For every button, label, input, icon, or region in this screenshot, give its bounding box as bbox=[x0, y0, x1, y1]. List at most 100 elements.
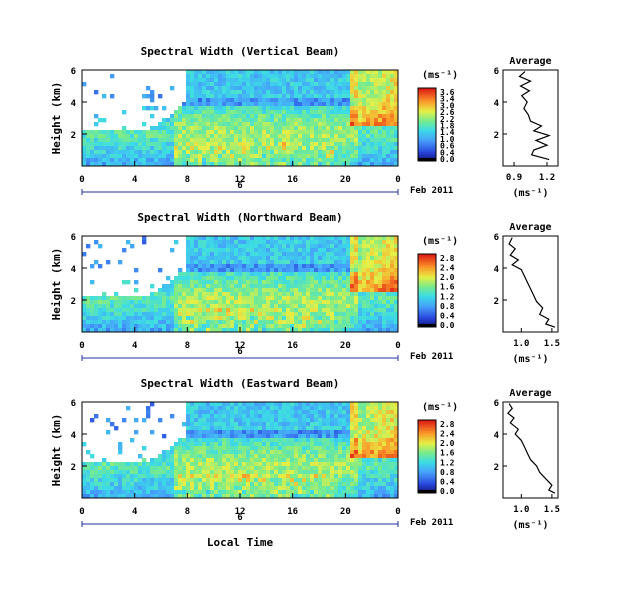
heatmap-cell bbox=[254, 240, 259, 245]
heatmap-cell bbox=[338, 422, 343, 427]
heatmap-cell bbox=[382, 418, 387, 423]
heatmap-cell bbox=[326, 244, 331, 249]
heatmap-cell bbox=[374, 146, 379, 151]
heatmap-cell bbox=[222, 304, 227, 309]
heatmap-cell bbox=[326, 94, 331, 99]
heatmap-cell bbox=[170, 86, 175, 91]
heatmap-cell bbox=[86, 494, 91, 499]
heatmap-cell bbox=[174, 324, 179, 329]
heatmap-cell bbox=[294, 288, 299, 293]
heatmap-cell bbox=[314, 422, 319, 427]
heatmap-cell bbox=[278, 162, 283, 167]
heatmap-cell bbox=[394, 78, 399, 83]
heatmap-cell bbox=[278, 118, 283, 123]
heatmap-cell bbox=[394, 162, 399, 167]
heatmap-cell bbox=[298, 276, 303, 281]
heatmap-cell bbox=[234, 102, 239, 107]
heatmap-cell bbox=[214, 272, 219, 277]
heatmap-cell bbox=[314, 114, 319, 119]
y-tick-label: 2 bbox=[71, 297, 76, 307]
heatmap-cell bbox=[294, 122, 299, 127]
heatmap-cell bbox=[386, 114, 391, 119]
heatmap-cell bbox=[374, 482, 379, 487]
heatmap-cell bbox=[258, 320, 263, 325]
heatmap-cell bbox=[390, 402, 395, 407]
colorbar-segment bbox=[418, 140, 436, 144]
heatmap-cell bbox=[266, 490, 271, 495]
heatmap-cell bbox=[206, 154, 211, 159]
heatmap-cell bbox=[266, 74, 271, 79]
heatmap-cell bbox=[282, 308, 287, 313]
heatmap-cell bbox=[302, 276, 307, 281]
colorbar-tick-label: 0.8 bbox=[440, 468, 455, 477]
heatmap-cell bbox=[298, 284, 303, 289]
heatmap-cell bbox=[314, 110, 319, 115]
heatmap-cell bbox=[302, 158, 307, 163]
heatmap-cell bbox=[386, 316, 391, 321]
heatmap-cell bbox=[226, 458, 231, 463]
heatmap-cell bbox=[362, 414, 367, 419]
heatmap-cell bbox=[334, 260, 339, 265]
heatmap-cell bbox=[362, 402, 367, 407]
heatmap-cell bbox=[378, 82, 383, 87]
colorbar-segment bbox=[418, 137, 436, 140]
heatmap-cell bbox=[198, 422, 203, 427]
heatmap-cell bbox=[358, 478, 363, 483]
heatmap-cell bbox=[354, 86, 359, 91]
heatmap-cell bbox=[370, 240, 375, 245]
heatmap-cell bbox=[310, 426, 315, 431]
heatmap-cell bbox=[310, 78, 315, 83]
heatmap-cell bbox=[234, 276, 239, 281]
heatmap-cell bbox=[374, 328, 379, 333]
heatmap-cell bbox=[274, 292, 279, 297]
heatmap-cell bbox=[230, 474, 235, 479]
heatmap-cell bbox=[158, 458, 163, 463]
heatmap-cell bbox=[354, 106, 359, 111]
heatmap-cell bbox=[342, 328, 347, 333]
heatmap-cell bbox=[250, 320, 255, 325]
heatmap-cell bbox=[274, 312, 279, 317]
heatmap-cell bbox=[322, 474, 327, 479]
heatmap-cell bbox=[246, 450, 251, 455]
heatmap-cell bbox=[374, 410, 379, 415]
heatmap-cell bbox=[138, 150, 143, 155]
heatmap-cell bbox=[342, 300, 347, 305]
heatmap-cell bbox=[322, 494, 327, 499]
heatmap-cell bbox=[142, 490, 147, 495]
heatmap-cell bbox=[342, 78, 347, 83]
heatmap-cell bbox=[210, 304, 215, 309]
heatmap-cell bbox=[266, 414, 271, 419]
heatmap-cell bbox=[302, 98, 307, 103]
heatmap-cell bbox=[330, 410, 335, 415]
heatmap-cell bbox=[386, 94, 391, 99]
heatmap-cell bbox=[350, 268, 355, 273]
heatmap-cell bbox=[202, 102, 207, 107]
heatmap-cell bbox=[102, 320, 107, 325]
heatmap-cell bbox=[110, 154, 115, 159]
heatmap-cell bbox=[214, 446, 219, 451]
heatmap-cell bbox=[334, 240, 339, 245]
heatmap-cell bbox=[346, 158, 351, 163]
heatmap-cell bbox=[182, 486, 187, 491]
heatmap-cell bbox=[282, 320, 287, 325]
heatmap-cell bbox=[266, 280, 271, 285]
heatmap-cell bbox=[114, 134, 119, 139]
heatmap-cell bbox=[318, 494, 323, 499]
heatmap-cell bbox=[302, 138, 307, 143]
heatmap-cell bbox=[234, 422, 239, 427]
heatmap-cell bbox=[382, 474, 387, 479]
heatmap-cell bbox=[298, 118, 303, 123]
heatmap-cell bbox=[278, 430, 283, 435]
heatmap-cell bbox=[330, 240, 335, 245]
heatmap-cell bbox=[374, 272, 379, 277]
heatmap-cell bbox=[306, 292, 311, 297]
heatmap-cell bbox=[350, 90, 355, 95]
heatmap-cell bbox=[318, 150, 323, 155]
heatmap-cell bbox=[218, 142, 223, 147]
heatmap-cell bbox=[254, 98, 259, 103]
heatmap-cell bbox=[322, 162, 327, 167]
heatmap-cell bbox=[318, 288, 323, 293]
heatmap-cell bbox=[306, 482, 311, 487]
heatmap-cell bbox=[330, 268, 335, 273]
x-tick-label: 20 bbox=[340, 175, 351, 185]
